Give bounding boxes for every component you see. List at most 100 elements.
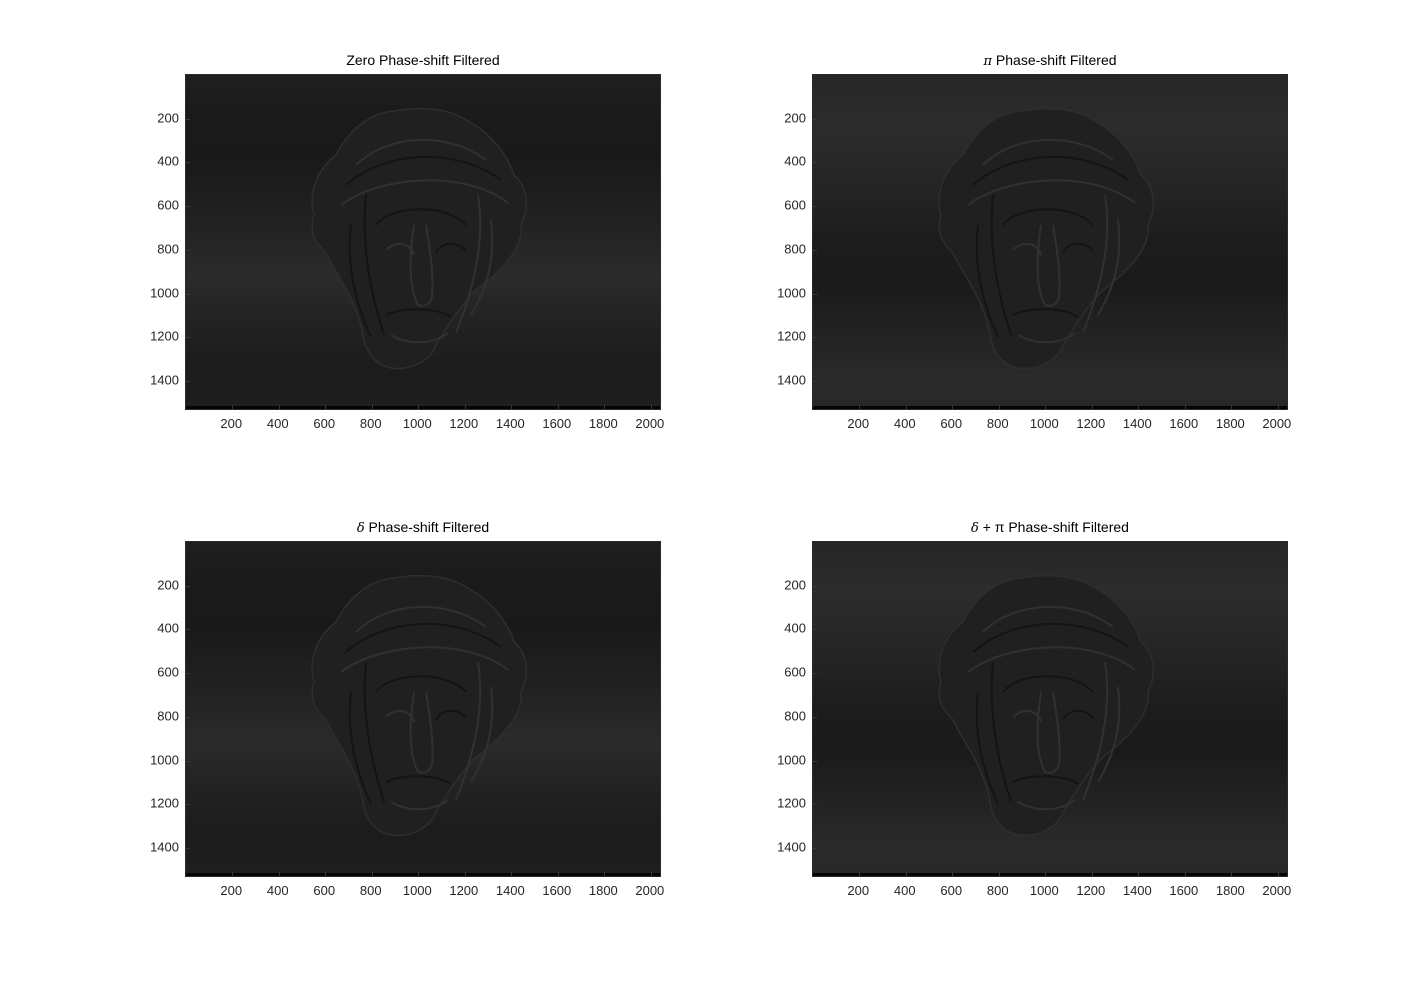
face-contour <box>355 138 487 166</box>
x-tick-mark <box>604 872 606 876</box>
face-contour <box>355 605 487 633</box>
title-text: + π Phase-shift Filtered <box>978 519 1129 535</box>
title-symbol: δ <box>356 521 365 536</box>
x-tick-label: 2000 <box>1262 416 1292 431</box>
face-contour <box>455 661 482 801</box>
face-contour <box>470 219 494 316</box>
y-tick-label: 1400 <box>150 372 179 388</box>
x-tick-mark <box>511 872 513 876</box>
face-contour <box>1012 775 1079 785</box>
image-plot <box>186 542 660 876</box>
face-contour <box>1002 208 1094 226</box>
face-contour <box>1012 308 1079 318</box>
face-relief <box>938 107 1155 370</box>
y-tick-mark <box>186 118 190 120</box>
face-contour <box>345 623 502 653</box>
face-contour <box>375 675 467 693</box>
face-contour <box>345 156 502 186</box>
y-tick-label: 800 <box>784 241 806 257</box>
x-tick-mark <box>278 872 280 876</box>
x-tick-label: 600 <box>940 416 963 431</box>
y-tick-label: 1200 <box>150 795 179 811</box>
y-tick-label: 200 <box>784 577 806 593</box>
y-tick-mark <box>813 760 817 762</box>
y-tick-label: 600 <box>157 197 179 213</box>
y-tick-mark <box>186 381 190 383</box>
x-tick-label: 1800 <box>588 416 618 431</box>
x-tick-label: 1800 <box>1215 416 1245 431</box>
title-symbol: π <box>983 54 993 69</box>
face-contour <box>990 661 1012 803</box>
x-tick-mark <box>1045 872 1047 876</box>
y-tick-label: 1400 <box>150 839 179 855</box>
face-contour <box>982 605 1114 633</box>
image-bottom-strip <box>813 406 1287 409</box>
y-tick-label: 1200 <box>777 795 806 811</box>
face-contour <box>375 208 467 226</box>
face-contour <box>470 686 494 783</box>
y-tick-mark <box>186 293 190 295</box>
y-tick-mark <box>813 206 817 208</box>
y-tick-mark <box>813 585 817 587</box>
y-tick-mark <box>813 249 817 251</box>
y-tick-mark <box>813 293 817 295</box>
x-tick-label: 1400 <box>495 416 525 431</box>
x-tick-mark <box>952 872 954 876</box>
image-bottom-strip <box>813 873 1287 876</box>
y-tick-label: 400 <box>157 620 179 636</box>
x-tick-label: 1600 <box>1169 883 1199 898</box>
x-tick-label: 2000 <box>635 883 665 898</box>
title-text: Zero Phase-shift Filtered <box>346 52 500 68</box>
face-contour <box>1097 219 1121 316</box>
y-tick-label: 1000 <box>150 285 179 301</box>
x-tick-mark <box>371 872 373 876</box>
x-tick-label: 800 <box>986 883 1009 898</box>
y-tick-mark <box>186 716 190 718</box>
face-contour <box>390 799 449 811</box>
face-contour <box>1012 710 1042 723</box>
y-tick-mark <box>813 673 817 675</box>
face-contour <box>975 224 999 338</box>
x-tick-mark <box>859 872 861 876</box>
x-tick-mark <box>1138 405 1140 409</box>
y-tick-mark <box>186 337 190 339</box>
face-contour <box>1012 243 1042 256</box>
x-tick-mark <box>232 872 234 876</box>
x-tick-label: 600 <box>313 416 336 431</box>
face-contour <box>982 138 1114 166</box>
y-tick-label: 200 <box>157 110 179 126</box>
x-tick-mark <box>557 872 559 876</box>
y-tick-label: 1000 <box>150 752 179 768</box>
face-contour <box>385 308 452 318</box>
face-contour <box>1017 332 1076 344</box>
face-contour <box>385 243 415 256</box>
y-tick-label: 400 <box>784 153 806 169</box>
title-text: Phase-shift Filtered <box>364 519 490 535</box>
y-tick-mark <box>186 162 190 164</box>
panel-title: π Phase-shift Filtered <box>812 52 1288 69</box>
image-area <box>812 74 1288 410</box>
face-contour <box>1097 686 1121 783</box>
y-tick-label: 800 <box>784 708 806 724</box>
x-tick-mark <box>557 405 559 409</box>
x-tick-label: 200 <box>847 416 870 431</box>
image-area <box>185 541 661 877</box>
face-contour <box>967 179 1136 206</box>
y-tick-mark <box>186 249 190 251</box>
x-tick-label: 1200 <box>449 416 479 431</box>
title-symbol: δ <box>971 521 979 536</box>
face-relief <box>311 574 528 837</box>
y-tick-mark <box>186 629 190 631</box>
face-contour <box>1062 242 1094 254</box>
face-relief <box>311 107 528 370</box>
panel-title: δ + π Phase-shift Filtered <box>812 519 1288 536</box>
y-tick-mark <box>813 848 817 850</box>
face-contour <box>1017 799 1076 811</box>
x-tick-label: 1000 <box>1029 416 1059 431</box>
x-tick-mark <box>325 872 327 876</box>
panel-delta-pi-phase: δ + π Phase-shift Filtered 200 400 600 800 1… <box>777 519 1291 898</box>
x-tick-label: 400 <box>266 883 289 898</box>
face-contour <box>972 156 1129 186</box>
x-tick-label: 200 <box>220 416 243 431</box>
